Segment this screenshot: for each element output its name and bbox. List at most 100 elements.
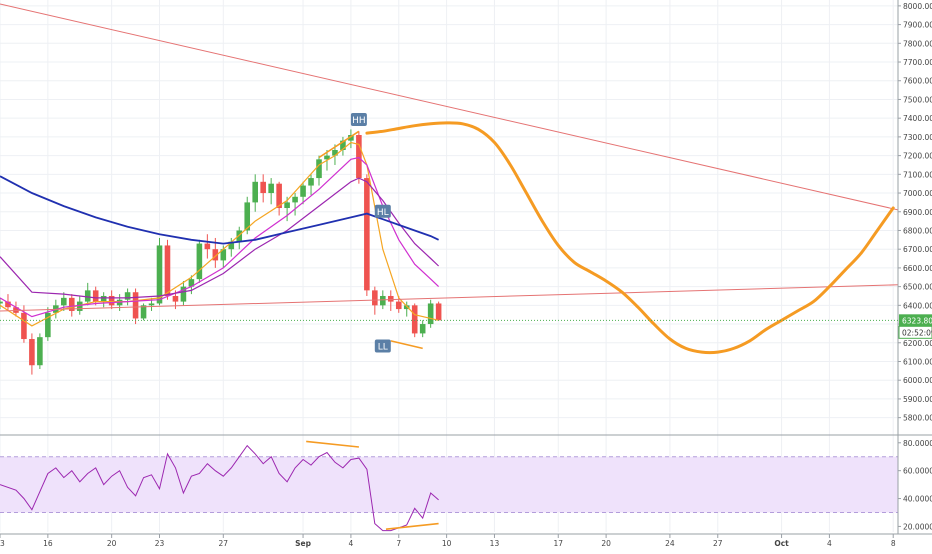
candle-body	[124, 292, 131, 300]
x-tick-label: 13	[0, 539, 5, 548]
moving-average-line	[0, 156, 440, 318]
y-tick-label: 6900.00	[903, 208, 932, 217]
candle-body	[260, 181, 266, 194]
candle-body	[276, 183, 282, 209]
candle-body	[403, 305, 410, 310]
candle-body	[435, 303, 442, 321]
y-tick-label: 6600.00	[903, 264, 932, 273]
candle-body	[387, 295, 394, 302]
x-tick-label: 16	[43, 539, 53, 548]
candle-body	[45, 312, 51, 338]
x-tick-label: 20	[601, 539, 611, 548]
x-tick-label: 27	[713, 539, 723, 548]
x-tick-label: 4	[827, 539, 832, 548]
y-tick-label: 7300.00	[903, 133, 932, 142]
trendline	[0, 3, 898, 211]
candle-body	[156, 245, 163, 304]
candle-body	[196, 243, 203, 280]
candle-body	[364, 178, 370, 291]
candle-body	[212, 249, 219, 261]
annotation-hl-text: HL	[377, 208, 389, 218]
x-tick-label: 4	[349, 539, 354, 548]
x-tick-label: 27	[219, 539, 229, 548]
candle-body	[76, 301, 83, 311]
candle-body	[188, 279, 195, 287]
annotation-hl: HL	[374, 204, 391, 218]
annotation-ll: LL	[374, 339, 391, 353]
candle-body	[244, 202, 251, 231]
moving-average-line	[0, 141, 439, 327]
rsi-tick-label: 20.0000	[903, 522, 932, 531]
annotation-ll-box	[374, 339, 391, 353]
y-tick-label: 6100.00	[903, 357, 932, 366]
candle-body	[411, 305, 418, 334]
y-tick-label: 6000.00	[903, 376, 932, 385]
x-tick-label: 17	[553, 539, 563, 548]
annotation-hh-text: HH	[352, 116, 366, 126]
candle-body	[372, 290, 378, 306]
candle-body	[316, 159, 322, 179]
y-tick-label: 6500.00	[903, 283, 932, 292]
countdown-label: 02:52:09	[902, 328, 932, 337]
projection-curve	[365, 121, 895, 355]
candle-body	[68, 297, 75, 311]
candle-body	[292, 196, 298, 203]
x-tick-label: Oct	[774, 539, 789, 548]
moving-average-line	[0, 175, 439, 245]
annotation-ll-text: LL	[378, 343, 388, 353]
candle-body	[380, 295, 386, 306]
last-price-label: 6323.80	[902, 316, 932, 325]
candle-body	[308, 178, 314, 186]
trendline	[0, 284, 898, 312]
y-tick-label: 6800.00	[903, 226, 932, 235]
x-tick-label: 8	[891, 539, 896, 548]
countdown-tag	[898, 325, 932, 339]
candle-body	[332, 149, 338, 156]
y-tick-label: 7900.00	[903, 21, 932, 30]
candle-body	[21, 312, 27, 340]
candle-body	[13, 307, 19, 313]
candle-body	[228, 241, 235, 250]
candle-body	[348, 135, 354, 141]
rsi-tick-label: 40.0000	[903, 495, 932, 504]
candle-body	[284, 202, 290, 209]
rsi-tick-label: 60.0000	[903, 467, 932, 476]
y-tick-label: 6400.00	[903, 301, 932, 310]
candle-body	[92, 290, 99, 302]
candle-body	[0, 301, 3, 304]
y-tick-label: 7400.00	[903, 114, 932, 123]
label-layer: HH HL LL	[350, 113, 391, 353]
divergence-marker	[318, 130, 360, 159]
candle-body	[140, 305, 147, 319]
price-axis-background	[898, 0, 932, 550]
candle-body	[220, 249, 227, 261]
candle-body	[61, 297, 67, 306]
y-tick-label: 5900.00	[903, 395, 932, 404]
x-tick-label: 13	[490, 539, 500, 548]
grid-layer	[0, 0, 898, 532]
y-tick-label: 6200.00	[903, 339, 932, 348]
x-tick-label: Sep	[295, 539, 311, 548]
rsi-line	[0, 444, 439, 532]
last-price-tag	[899, 314, 932, 327]
candle-body	[419, 324, 426, 334]
candle-body	[204, 243, 211, 250]
rsi-divergence-marker	[306, 440, 359, 448]
candle-body	[148, 303, 155, 306]
y-tick-label: 7600.00	[903, 77, 932, 86]
candle-body	[395, 301, 402, 310]
candle-body	[300, 185, 306, 197]
y-tick-label: 7100.00	[903, 170, 932, 179]
candle-body	[236, 230, 243, 242]
candle-body	[180, 286, 187, 302]
x-tick-label: 20	[107, 539, 117, 548]
annotation-hl-box	[374, 204, 391, 218]
x-tick-label: 24	[665, 539, 675, 548]
annotation-hh-box	[350, 113, 367, 127]
y-tick-label: 7800.00	[903, 39, 932, 48]
y-tick-label: 7000.00	[903, 189, 932, 198]
rsi-plot-area	[0, 440, 898, 532]
